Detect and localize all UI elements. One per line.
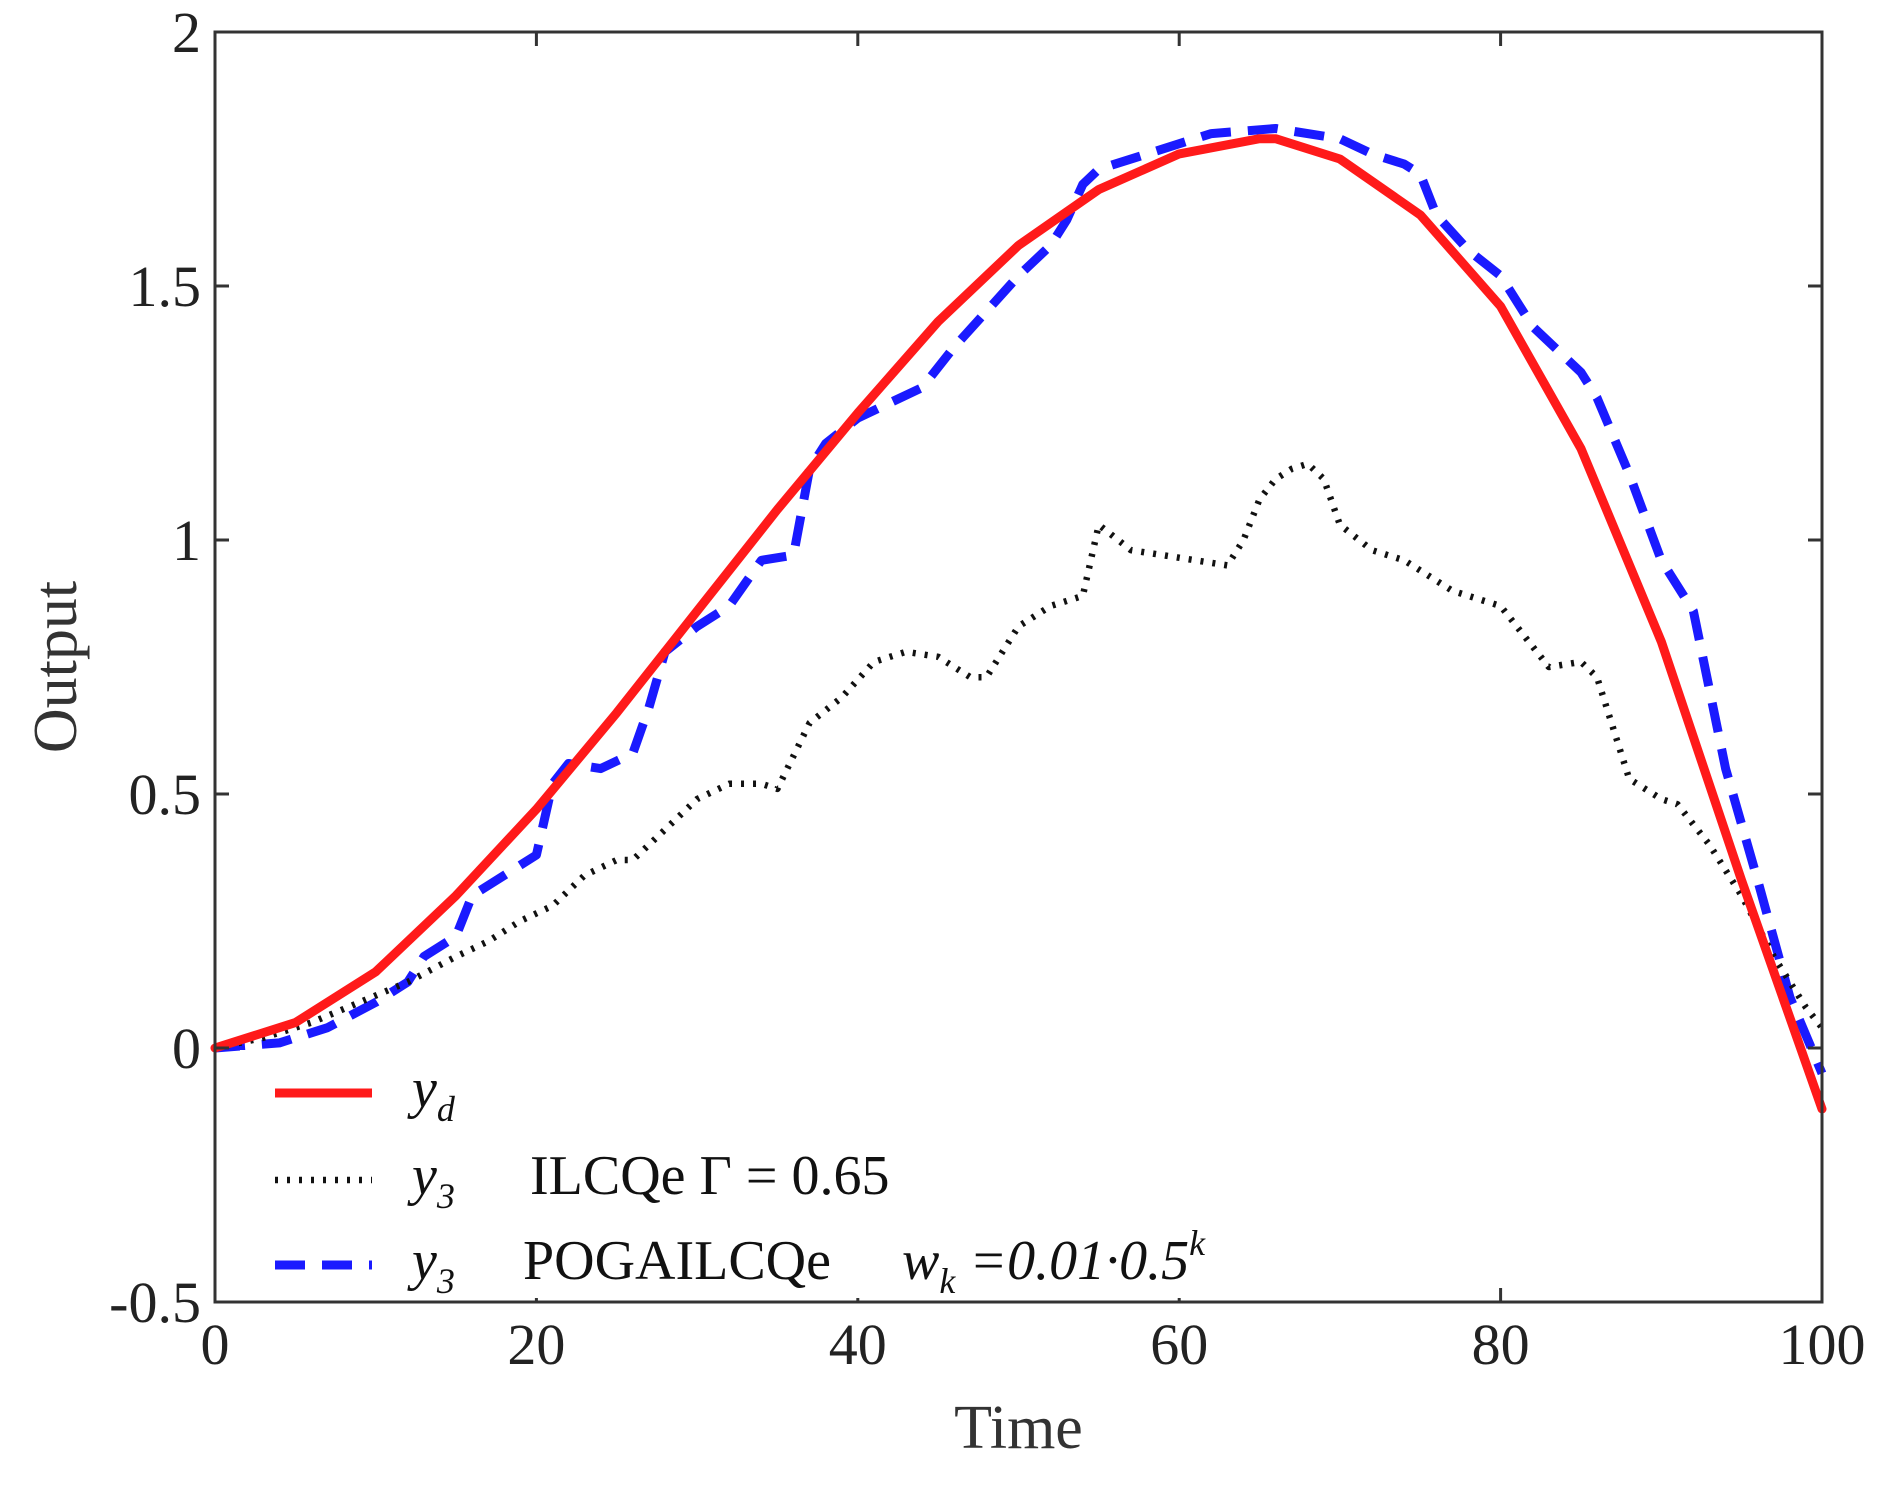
x-tick-label: 80 xyxy=(1472,1312,1530,1377)
y-tick-label: 1.5 xyxy=(129,254,202,319)
x-tick-label: 100 xyxy=(1779,1312,1866,1377)
y-tick-label: 0.5 xyxy=(129,762,202,827)
legend-label-0: yd xyxy=(407,1058,456,1129)
x-tick-label: 40 xyxy=(829,1312,887,1377)
x-tick-label: 0 xyxy=(201,1312,230,1377)
legend-text-2: POGAILCQe xyxy=(523,1230,831,1292)
y-tick-label: -0.5 xyxy=(109,1270,201,1335)
series-line-2 xyxy=(214,124,1827,1076)
x-axis-title: Time xyxy=(954,1394,1083,1462)
series-line-0 xyxy=(210,134,1827,1114)
plot-frame xyxy=(213,30,1824,1304)
legend: yd y3 ILCQe Γ = 0.65 y3 POGAILCQe wk =0.01·0.… xyxy=(240,1050,1300,1301)
legend-label-2: y3 xyxy=(407,1230,455,1301)
legend-text-1: ILCQe Γ = 0.65 xyxy=(530,1145,889,1207)
legend-formula-2: wk =0.01·0.5k xyxy=(902,1223,1206,1301)
y-axis-ticks: -0.5 0 0.5 1 1.5 2 xyxy=(109,0,1822,1335)
series-layer xyxy=(210,124,1827,1114)
x-axis-ticks: 0 20 40 60 80 100 xyxy=(201,32,1866,1377)
series-line-1 xyxy=(214,460,1825,1052)
y-axis-title: Output xyxy=(22,581,90,753)
x-tick-label: 20 xyxy=(507,1312,565,1377)
y-tick-label: 0 xyxy=(172,1016,201,1081)
y-tick-label: 1 xyxy=(172,508,201,573)
x-tick-label: 60 xyxy=(1150,1312,1208,1377)
legend-label-1: y3 xyxy=(407,1145,455,1216)
y-tick-label: 2 xyxy=(172,0,201,65)
legend-background xyxy=(240,1050,1300,1298)
